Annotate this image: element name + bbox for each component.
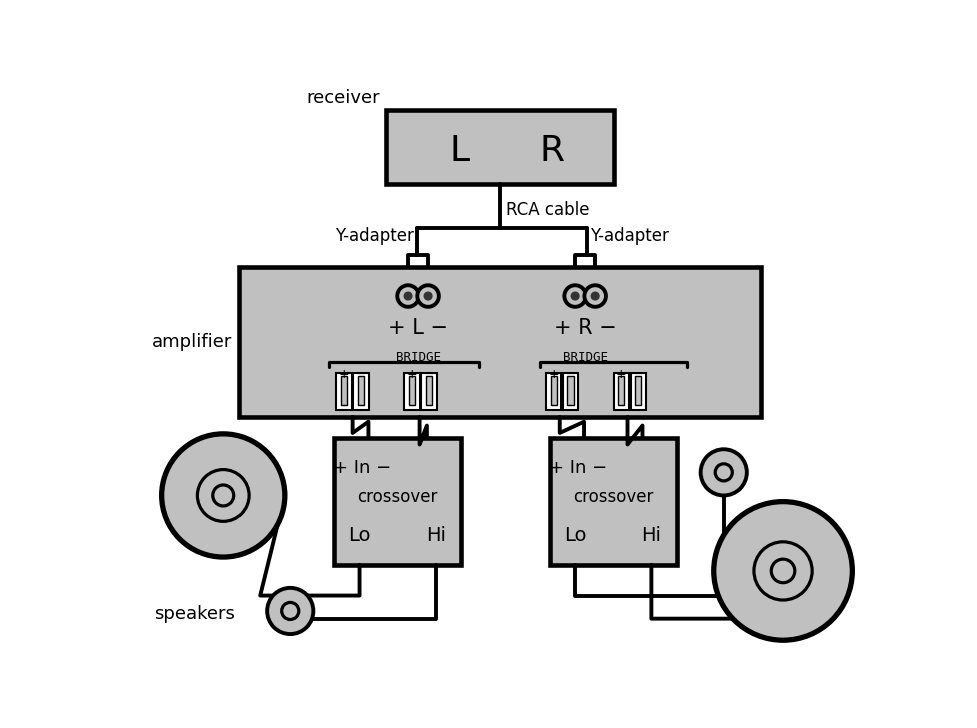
Circle shape <box>584 285 606 306</box>
Text: Hi: Hi <box>425 526 446 545</box>
Text: +: + <box>616 368 626 381</box>
Bar <box>634 376 641 405</box>
Text: +: + <box>406 368 417 381</box>
Bar <box>336 373 352 410</box>
Bar <box>238 266 760 417</box>
Bar <box>334 438 461 565</box>
Circle shape <box>564 285 585 306</box>
Text: amplifier: amplifier <box>152 333 233 351</box>
Text: + In −: + In − <box>332 459 391 478</box>
Circle shape <box>753 542 811 600</box>
Text: + In −: + In − <box>548 459 606 478</box>
Text: +: + <box>548 368 558 381</box>
Text: BRIDGE: BRIDGE <box>562 352 607 365</box>
Circle shape <box>197 470 249 521</box>
Bar <box>550 376 556 405</box>
Text: −: − <box>632 368 643 381</box>
Text: crossover: crossover <box>573 488 653 506</box>
Text: receiver: receiver <box>307 89 380 106</box>
Text: Hi: Hi <box>641 526 660 545</box>
Text: −: − <box>565 368 575 381</box>
Circle shape <box>771 559 794 582</box>
Circle shape <box>591 292 598 300</box>
Text: Lo: Lo <box>564 526 586 545</box>
Bar <box>549 438 676 565</box>
Bar <box>613 373 628 410</box>
Text: BRIDGE: BRIDGE <box>395 352 440 365</box>
Bar <box>341 376 347 405</box>
Circle shape <box>417 285 439 306</box>
Text: RCA cable: RCA cable <box>506 201 589 219</box>
Text: crossover: crossover <box>358 488 438 506</box>
Circle shape <box>424 292 432 300</box>
Bar <box>630 373 646 410</box>
Text: Y-adapter: Y-adapter <box>335 227 414 245</box>
Circle shape <box>700 449 746 496</box>
Circle shape <box>404 292 411 300</box>
Text: + R −: + R − <box>553 317 616 338</box>
Text: +: + <box>338 368 349 381</box>
Text: Lo: Lo <box>348 526 370 545</box>
Bar <box>353 373 368 410</box>
Bar <box>562 373 577 410</box>
Text: −: − <box>423 368 434 381</box>
Circle shape <box>161 434 284 557</box>
Bar <box>421 373 436 410</box>
Text: + L −: + L − <box>388 317 447 338</box>
Bar <box>545 373 561 410</box>
Circle shape <box>397 285 418 306</box>
Bar <box>386 111 613 183</box>
Circle shape <box>713 502 852 640</box>
Text: −: − <box>356 368 366 381</box>
Bar <box>408 376 414 405</box>
Text: R: R <box>539 134 565 167</box>
Bar <box>567 376 573 405</box>
Bar <box>617 376 623 405</box>
Bar <box>404 373 419 410</box>
Bar <box>358 376 363 405</box>
Circle shape <box>213 485 234 506</box>
Circle shape <box>267 588 313 634</box>
Text: Y-adapter: Y-adapter <box>589 227 668 245</box>
Circle shape <box>714 464 732 481</box>
Text: speakers: speakers <box>153 605 234 622</box>
Circle shape <box>281 602 299 620</box>
Text: L: L <box>448 134 469 167</box>
Bar <box>425 376 432 405</box>
Circle shape <box>571 292 578 300</box>
